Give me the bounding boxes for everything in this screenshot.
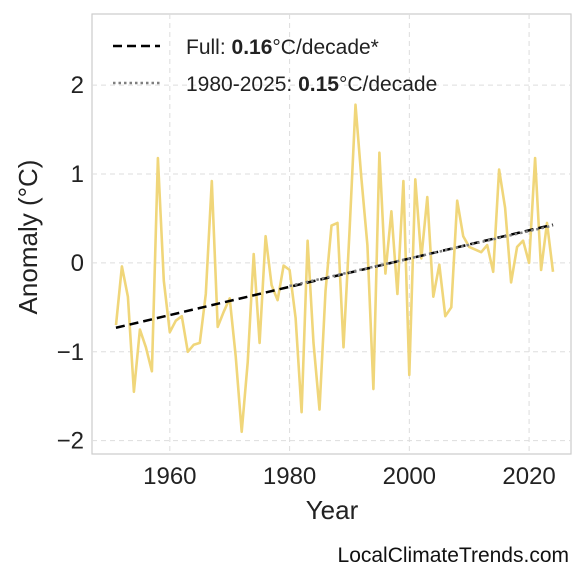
legend-1980-value: 0.15 (298, 73, 339, 96)
legend-1980-suffix: °C/decade (339, 73, 437, 96)
legend-full-suffix: °C/decade* (272, 36, 378, 59)
y-tick-label: 1 (71, 161, 84, 188)
x-axis-title: Year (306, 495, 359, 525)
legend-full-prefix: Full: (186, 36, 232, 59)
y-axis-title: Anomaly (°C) (13, 160, 43, 315)
series-layer (114, 103, 555, 434)
y-tick-label: 0 (71, 250, 84, 277)
watermark-text: LocalClimateTrends.com (337, 544, 569, 567)
trend-lines (115, 223, 554, 329)
y-tick-labels: −2 −1 0 1 2 (57, 72, 84, 455)
legend-full-value: 0.16 (232, 36, 273, 59)
x-tick-label: 1980 (263, 463, 316, 490)
legend-label-1980-2025: 1980-2025: 0.15°C/decade (186, 73, 437, 96)
anomaly-series-line (114, 103, 555, 434)
x-tick-label: 2000 (383, 463, 436, 490)
legend: Full: 0.16°C/decade* 1980-2025: 0.15°C/d… (113, 36, 437, 96)
legend-label-full: Full: 0.16°C/decade* (186, 36, 379, 59)
y-tick-label: 2 (71, 72, 84, 99)
legend-1980-prefix: 1980-2025: (186, 73, 298, 96)
x-tick-label: 1960 (143, 463, 196, 490)
y-tick-label: −1 (57, 339, 84, 366)
y-tick-label: −2 (57, 428, 84, 455)
x-tick-label: 2020 (502, 463, 555, 490)
x-tick-labels: 1960 1980 2000 2020 (143, 463, 556, 490)
trend-line-1980-2025 (289, 224, 554, 288)
